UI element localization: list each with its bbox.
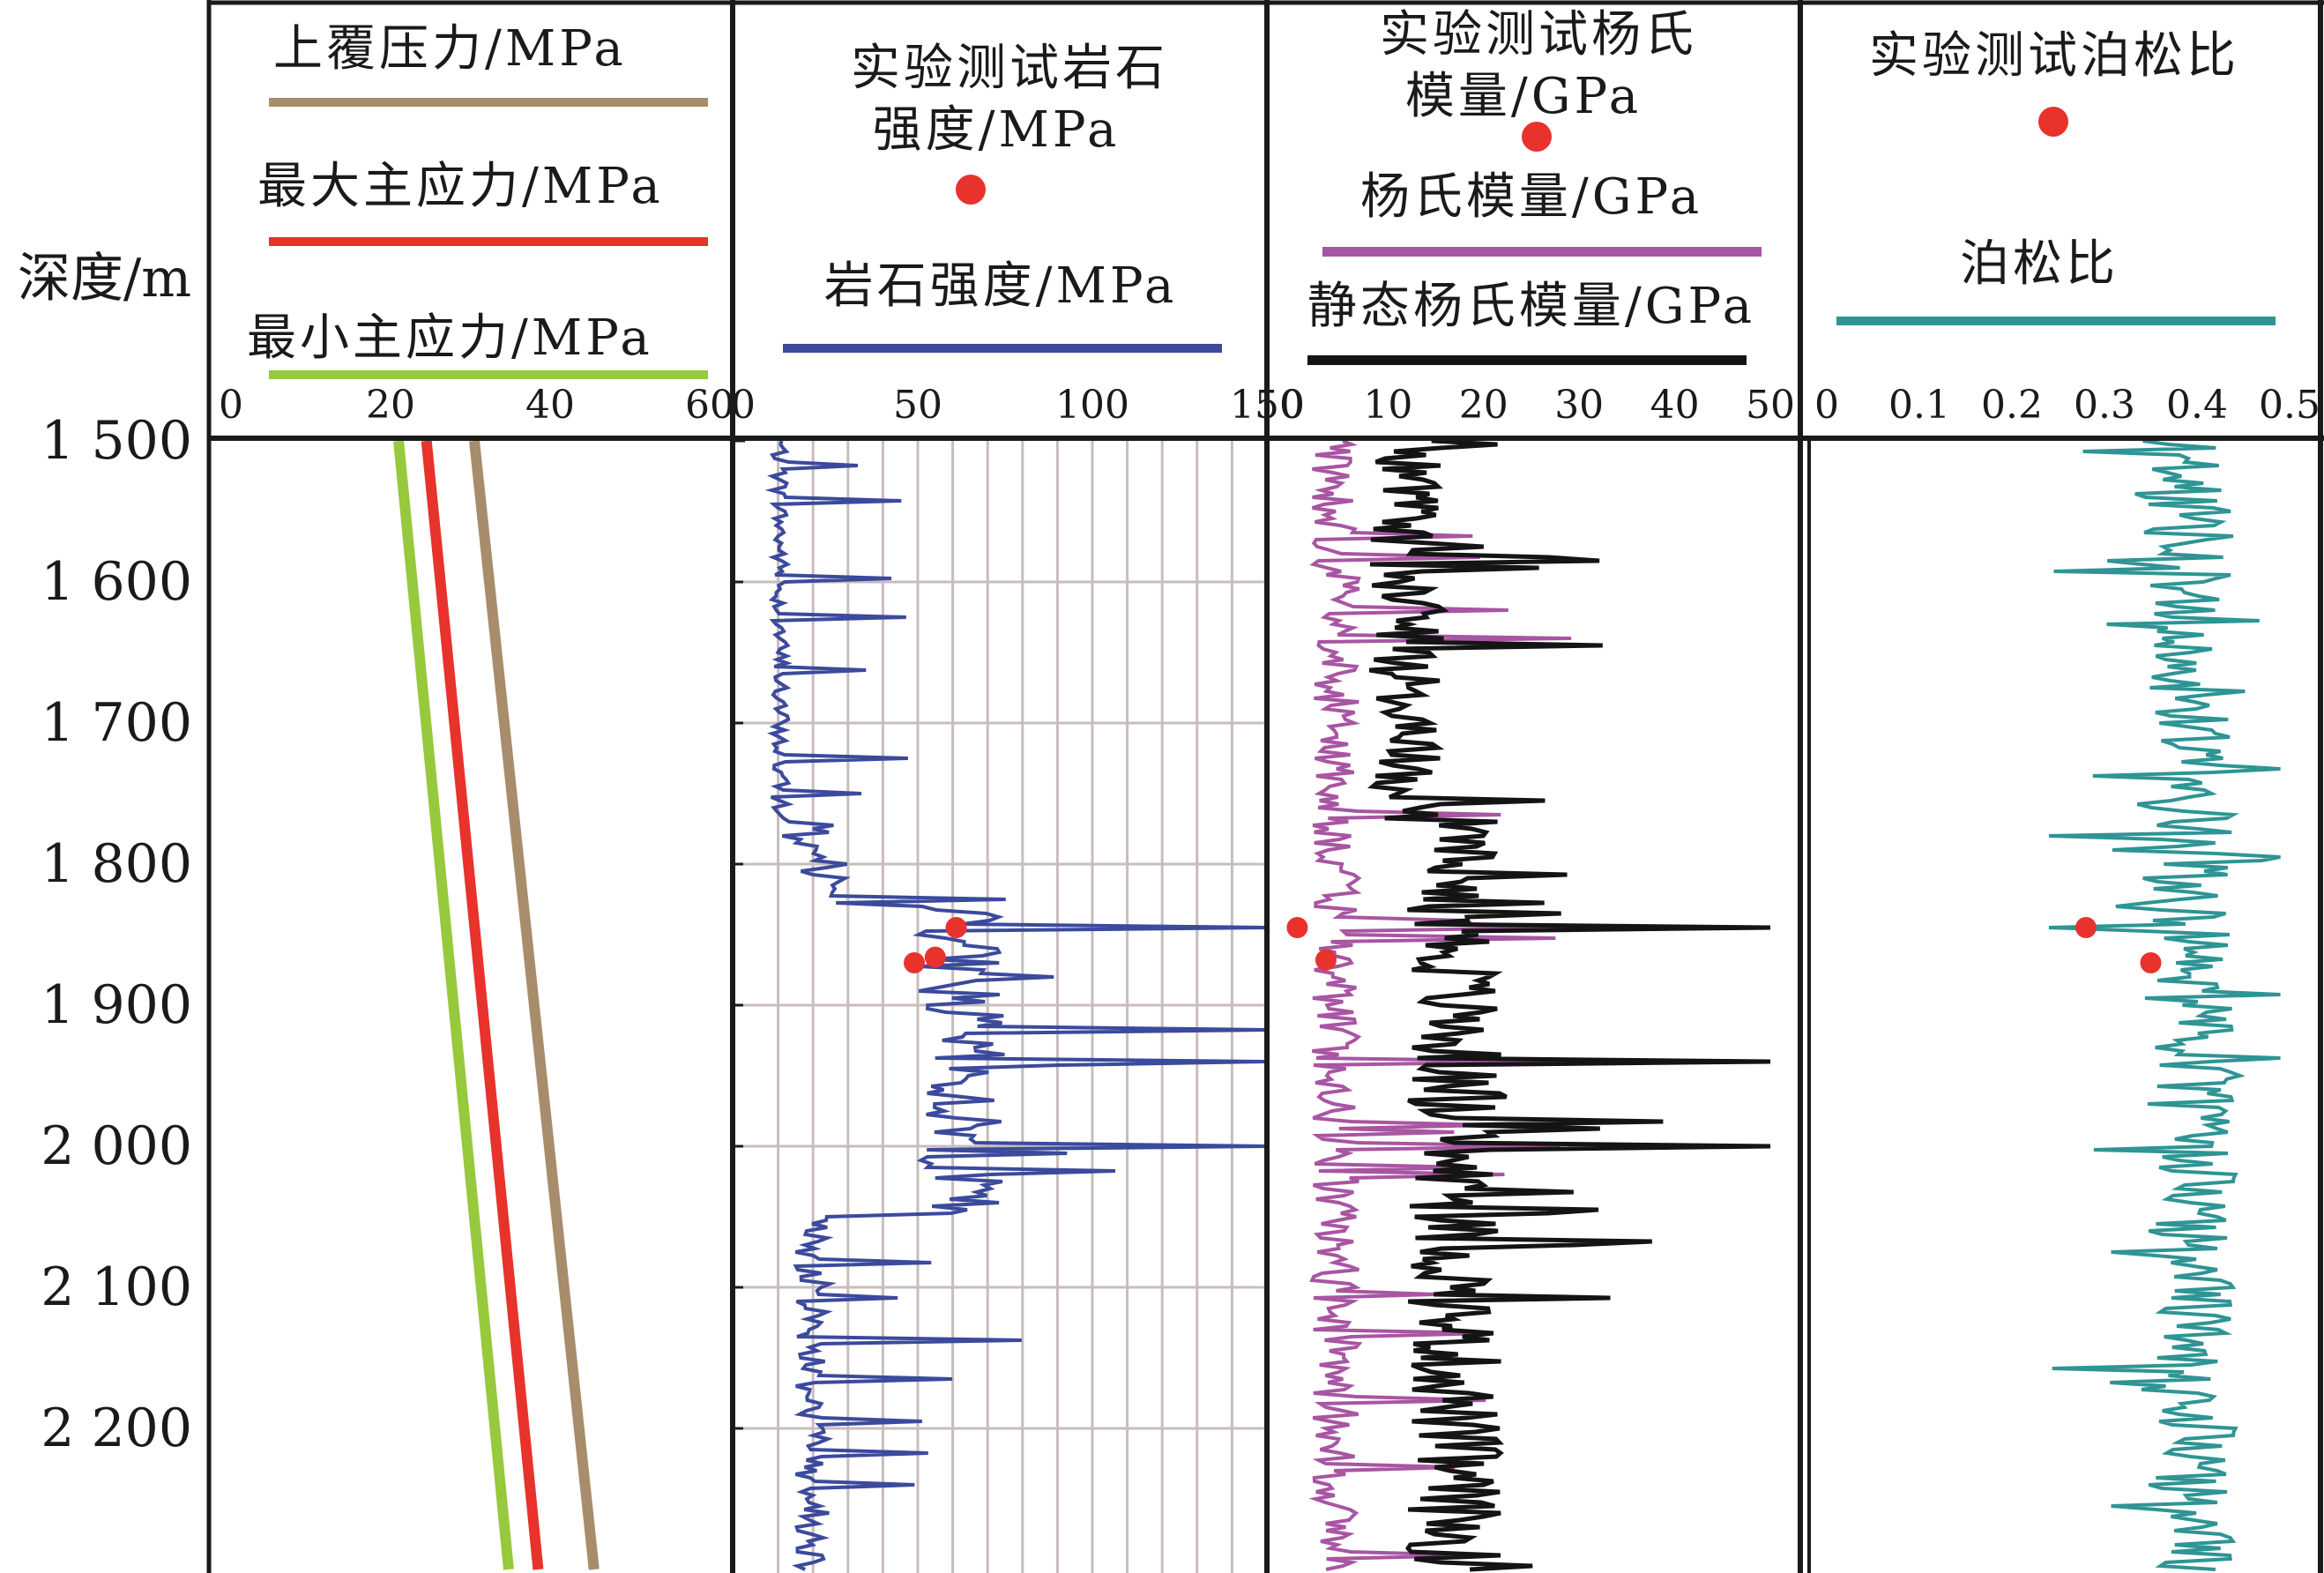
measured-point-poisson (2140, 952, 2162, 973)
measured-point-strength (904, 952, 926, 973)
measured-point-strength (924, 946, 946, 968)
x-tick-label-strength: 50 (893, 383, 942, 428)
depth-tick-label: 1 500 (41, 410, 192, 472)
series-line-static-modulus (1367, 438, 1771, 1572)
depth-tick-label: 2 200 (41, 1398, 192, 1459)
legend-dot-tested-poisson (2038, 107, 2068, 137)
legend-label-tested-poisson: 实验测试泊松比 (1869, 27, 2239, 85)
legend-line-strength (783, 344, 1222, 353)
frame (206, 0, 2324, 1573)
x-tick-label-stress: 40 (525, 383, 575, 428)
x-tick-label-poisson: 0.3 (2074, 383, 2135, 428)
x-tick-label-poisson: 0.4 (2166, 383, 2228, 428)
series-line-modulus (1308, 439, 1572, 1571)
depth-tick-label: 1 700 (41, 692, 192, 754)
legend-dot-tested-modulus (1522, 122, 1552, 152)
x-tick-label-stress: 0 (219, 383, 243, 428)
legend-label-overburden: 上覆压力/MPa (273, 20, 627, 78)
x-tick-label-modulus: 20 (1459, 383, 1508, 428)
log-curves (393, 438, 2281, 1572)
legend-label-tested-modulus-2: 模量/GPa (1405, 68, 1642, 125)
x-tick-label-poisson: 0.2 (1981, 383, 2043, 428)
x-tick-label-stress: 60 (685, 383, 734, 428)
measured-point-poisson (2075, 917, 2097, 938)
legend-line-overburden (269, 98, 708, 107)
series-line-strength (764, 440, 1268, 1571)
series-line-stress-0 (469, 440, 600, 1570)
depth-tick-label: 1 800 (41, 833, 192, 895)
legend-label-smin: 最小主应力/MPa (247, 309, 653, 367)
stress-legend: 上覆压力/MPa 最大主应力/MPa 最小主应力/MPa (247, 20, 708, 379)
legend-label-tested-strength-2: 强度/MPa (873, 101, 1121, 159)
legend-label-strength: 岩石强度/MPa (824, 257, 1178, 315)
x-tick-label-stress: 20 (366, 383, 415, 428)
strength-track-grid (743, 438, 1264, 1573)
legend-label-smax: 最大主应力/MPa (257, 158, 664, 215)
series-line-stress-1 (421, 440, 544, 1570)
legend-line-smin (269, 370, 708, 379)
legend-dot-tested-strength (956, 175, 986, 205)
legend-label-tested-strength-1: 实验测试岩石 (851, 40, 1168, 97)
x-tick-label-modulus: 30 (1554, 383, 1604, 428)
depth-tick-label: 2 000 (41, 1115, 192, 1177)
measured-point-strength (945, 917, 967, 938)
series-line-poisson (2048, 439, 2281, 1571)
legend-label-modulus: 杨氏模量/GPa (1360, 168, 1702, 226)
x-tick-label-poisson: 0 (1814, 383, 1839, 428)
legend-line-modulus (1322, 247, 1762, 257)
measured-point-modulus (1286, 917, 1308, 938)
measured-point-modulus (1315, 949, 1337, 971)
x-tick-label-strength: 100 (1055, 383, 1129, 428)
x-tick-label-poisson: 0.5 (2259, 383, 2320, 428)
strength-legend: 实验测试岩石 强度/MPa 岩石强度/MPa (783, 40, 1222, 353)
x-tick-label-modulus: 40 (1650, 383, 1700, 428)
x-tick-label-poisson: 0.1 (1888, 383, 1950, 428)
x-tick-label-modulus: 50 (1746, 383, 1795, 428)
series-line-stress-2 (393, 440, 514, 1570)
x-tick-label-modulus: 0 (1280, 383, 1305, 428)
legend-label-poisson: 泊松比 (1960, 235, 2119, 293)
depth-axis-label: 深度/m (18, 248, 191, 309)
x-tick-label-modulus: 10 (1363, 383, 1412, 428)
legend-line-static-modulus (1307, 355, 1747, 365)
legend-label-tested-modulus-1: 实验测试杨氏 (1380, 6, 1697, 63)
depth-tick-labels: 1 500 1 600 1 700 1 800 1 900 2 000 2 100 2 200 (41, 410, 745, 1459)
legend-label-static-modulus: 静态杨氏模量/GPa (1307, 278, 1755, 335)
poisson-legend: 实验测试泊松比 泊松比 (1836, 27, 2276, 325)
legend-line-smax (269, 237, 708, 246)
depth-tick-label: 1 900 (41, 974, 192, 1036)
legend-line-poisson (1836, 317, 2276, 325)
depth-tick-label: 2 100 (41, 1256, 192, 1318)
depth-tick-label: 1 600 (41, 551, 192, 613)
modulus-legend: 实验测试杨氏 模量/GPa 杨氏模量/GPa 静态杨氏模量/GPa (1307, 6, 1762, 365)
